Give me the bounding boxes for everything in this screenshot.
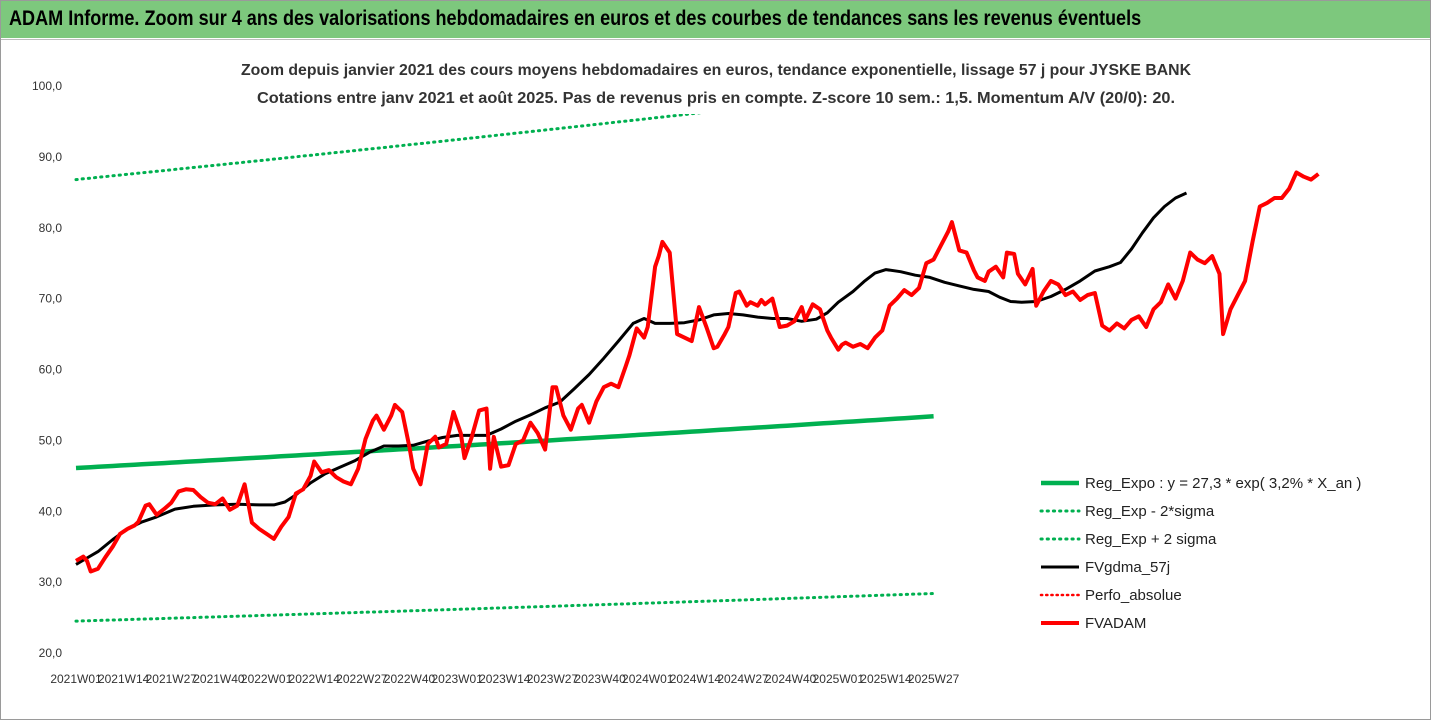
legend-label: Reg_Expo : y = 27,3 * exp( 3,2% * X_an ) xyxy=(1085,475,1361,492)
x-tick-label: 2023W40 xyxy=(574,672,626,686)
x-tick-label: 2025W14 xyxy=(860,672,912,686)
series-line-3 xyxy=(75,191,1188,566)
legend-label: FVADAM xyxy=(1085,615,1146,632)
legend-label: Reg_Exp + 2 sigma xyxy=(1085,531,1217,548)
x-tick-label: 2022W40 xyxy=(384,672,436,686)
x-tick-label: 2023W14 xyxy=(479,672,531,686)
x-tick-label: 2022W01 xyxy=(241,672,293,686)
title-background xyxy=(229,56,1191,114)
x-tick-label: 2024W27 xyxy=(717,672,769,686)
x-tick-label: 2023W27 xyxy=(527,672,579,686)
x-tick-label: 2022W14 xyxy=(289,672,341,686)
y-tick-label: 30,0 xyxy=(39,575,63,589)
x-tick-label: 2023W01 xyxy=(431,672,483,686)
series-line-1 xyxy=(74,592,936,623)
y-tick-label: 80,0 xyxy=(39,221,63,235)
x-tick-label: 2021W40 xyxy=(193,672,245,686)
legend-label: FVgdma_57j xyxy=(1085,559,1170,576)
x-tick-label: 2021W01 xyxy=(50,672,102,686)
series-line-0 xyxy=(75,414,934,471)
x-tick-label: 2024W40 xyxy=(765,672,817,686)
y-tick-label: 90,0 xyxy=(39,150,63,164)
x-tick-label: 2025W27 xyxy=(908,672,960,686)
x-tick-label: 2025W01 xyxy=(813,672,865,686)
y-tick-label: 70,0 xyxy=(39,292,63,306)
series-line-5 xyxy=(74,170,1320,574)
legend-background xyxy=(1034,468,1379,636)
legend-label: Reg_Exp - 2*sigma xyxy=(1085,503,1215,520)
x-tick-label: 2022W27 xyxy=(336,672,388,686)
y-tick-label: 60,0 xyxy=(39,363,63,377)
banner-title: ADAM Informe. Zoom sur 4 ans des valoris… xyxy=(9,7,1142,30)
banner: ADAM Informe. Zoom sur 4 ans des valoris… xyxy=(1,1,1430,38)
y-tick-label: 20,0 xyxy=(39,646,63,660)
y-tick-label: 100,0 xyxy=(32,79,62,93)
x-tick-label: 2024W01 xyxy=(622,672,674,686)
x-tick-label: 2021W14 xyxy=(98,672,150,686)
chart-area: 20,0 30,0 40,0 50,0 60,0 70,0 80,0 90,0 100,0 202… xyxy=(1,39,1430,720)
legend-label: Perfo_absolue xyxy=(1085,587,1182,604)
legend: Reg_Expo : y = 27,3 * exp( 3,2% * X_an )… xyxy=(1034,468,1379,636)
chart-subtitle: Cotations entre janv 2021 et août 2025. … xyxy=(257,90,1175,107)
x-tick-label: 2024W14 xyxy=(670,672,722,686)
y-tick-label: 40,0 xyxy=(39,504,63,518)
x-tick-label: 2021W27 xyxy=(146,672,198,686)
chart-title: Zoom depuis janvier 2021 des cours moyen… xyxy=(241,62,1191,79)
y-tick-label: 50,0 xyxy=(39,433,63,447)
chart-svg: 20,0 30,0 40,0 50,0 60,0 70,0 80,0 90,0 100,0 202… xyxy=(32,56,1379,686)
